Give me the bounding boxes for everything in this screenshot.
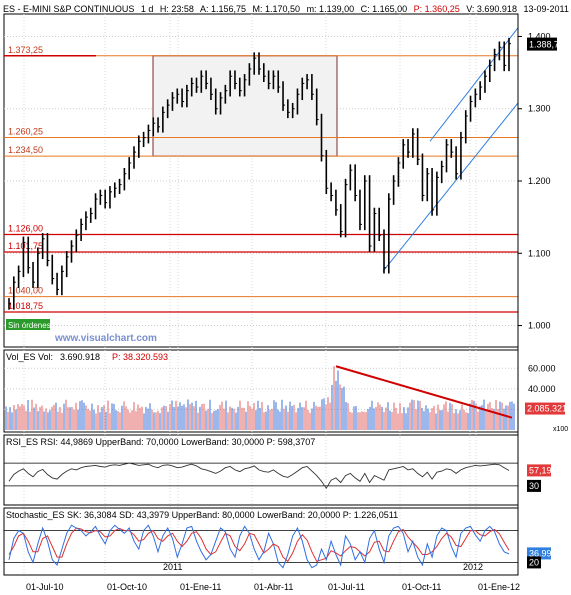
x-tick-label: 01-Abr-11 — [254, 582, 293, 592]
last-price-box — [527, 37, 557, 51]
last-price-label: 1.388,75 — [529, 40, 564, 50]
stochastic-value-box — [527, 547, 551, 560]
high-label: M: 1.170,50 — [252, 4, 301, 14]
x-tick-label: 2012 — [463, 562, 483, 572]
volume-p: P: 38.320.593 — [112, 352, 168, 362]
rsi-band-label: 30 — [529, 481, 539, 491]
watermark: www.visualchart.com — [54, 333, 157, 344]
stochastic-sk-line — [8, 524, 510, 569]
x-tick-label: 01-Jul-11 — [328, 582, 365, 592]
stochastic-band-label: 20 — [529, 557, 539, 567]
x-tick-label: 01-Oct-10 — [107, 582, 147, 592]
rsi-current-label: 57,19 — [529, 465, 552, 475]
timeframe-label: 1 d — [140, 4, 154, 14]
volume-trendline — [335, 365, 513, 419]
stochastic-current-label: 36,99 — [529, 548, 552, 558]
rsi-line — [8, 462, 510, 490]
sin-ordenes-box — [6, 319, 50, 330]
level-label: 1.040,00 — [8, 286, 43, 296]
volume-tick-label: 40.000 — [528, 384, 556, 394]
volume-scale-label: x100 — [553, 426, 568, 433]
volume-value-box — [525, 402, 565, 415]
x-tick-label: 01-Jul-10 — [26, 582, 64, 592]
volume-value: 3.690.918 — [60, 352, 100, 362]
low-label: m: 1.139,00 — [306, 4, 355, 14]
x-tick-label: 01-Ene-12 — [478, 582, 520, 592]
date-label: 13-09-2011 — [523, 4, 569, 14]
volume-current-label: 2.085.321 — [527, 404, 567, 414]
level-label: 1.234,50 — [8, 145, 43, 155]
price-header: ES - E-MINI S&P CONTINUOUS 1 d H: 23:58 … — [3, 4, 571, 14]
x-tick-label: 01-Ene-11 — [180, 582, 221, 592]
time-label: H: 23:58 — [159, 4, 194, 14]
y-tick-label: 1.000 — [528, 321, 551, 331]
open-label: A: 1.156,75 — [199, 4, 246, 14]
consolidation-box — [152, 55, 338, 157]
volume-title: Vol_ES Vol: — [6, 352, 53, 362]
y-tick-label: 1.100 — [528, 248, 551, 258]
y-tick-label: 1.200 — [528, 176, 551, 186]
volume-label: V: 3.690.918 — [466, 4, 517, 14]
level-label: 1.260,25 — [8, 126, 43, 136]
y-tick-label: 1.400 — [528, 31, 551, 41]
symbol-label: ES - E-MINI S&P CONTINUOUS — [3, 4, 135, 14]
volume-panel — [3, 349, 519, 433]
stochastic-band-box — [527, 556, 541, 569]
y-tick-label: 1.300 — [528, 104, 551, 114]
volume-tick-label: 60.000 — [528, 363, 556, 373]
sin-ordenes-label: Sin órdenes — [8, 321, 51, 330]
price-label: P: 1.360,25 — [413, 4, 460, 14]
x-tick-label: 2011 — [163, 562, 182, 572]
x-tick-label: 01-Oct-11 — [402, 582, 441, 592]
stochastic-sd-line — [8, 527, 510, 563]
level-label: 1.126,00 — [8, 223, 43, 233]
level-label: 1.018,75 — [8, 301, 43, 311]
channel-lower — [382, 102, 519, 272]
channel-upper — [429, 27, 519, 142]
rsi-band-box — [527, 479, 541, 492]
level-label: 1.101,75 — [8, 241, 43, 251]
rsi-title: RSI_ES RSI: 44,9869 UpperBand: 70,0000 L… — [6, 437, 315, 447]
stochastic-panel — [3, 507, 519, 576]
close-label: C: 1.165,00 — [360, 4, 408, 14]
stochastic-title: Stochastic_ES SK: 36,3084 SD: 43,3979 Up… — [6, 510, 398, 520]
rsi-value-box — [527, 464, 551, 477]
level-label: 1.373,25 — [8, 45, 43, 55]
